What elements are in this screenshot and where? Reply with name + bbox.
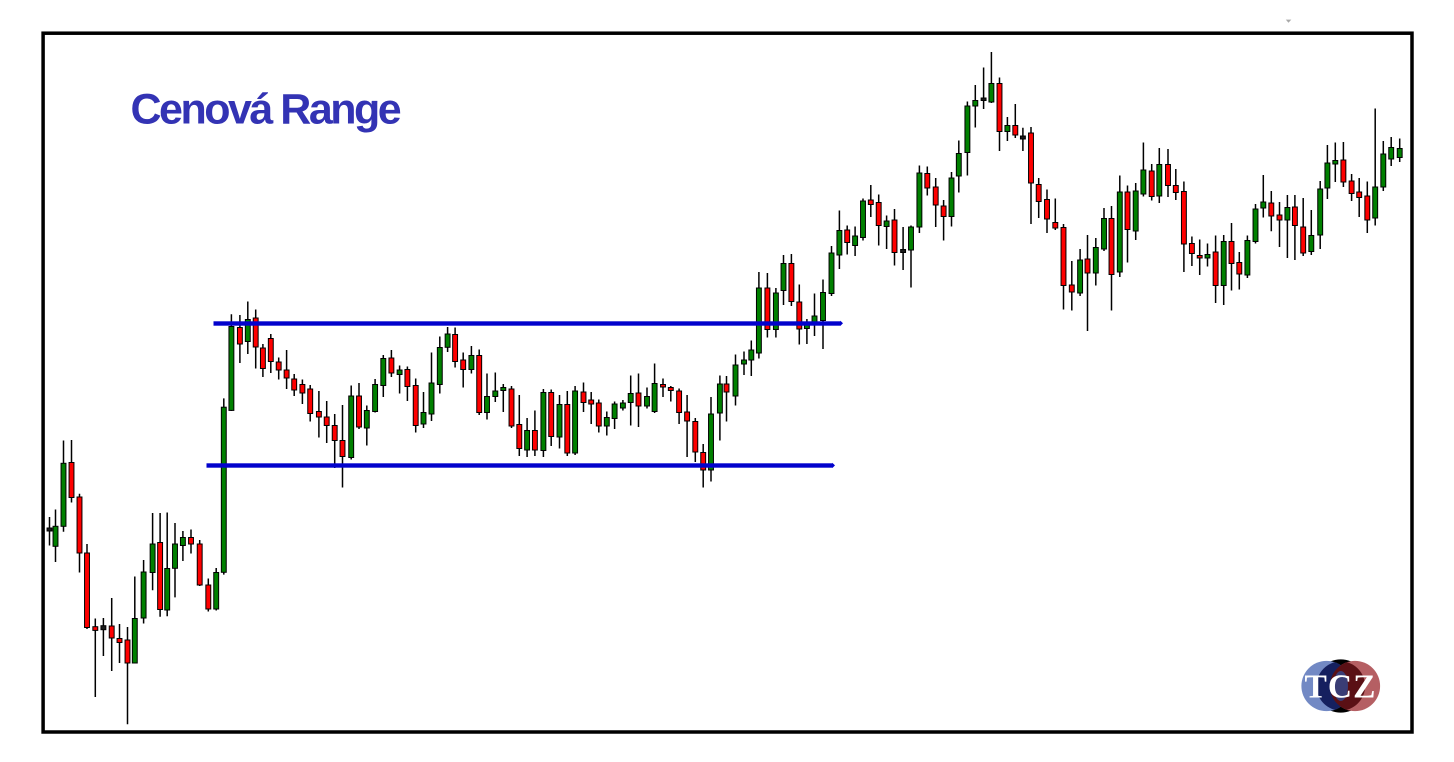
svg-text:Cenová Range: Cenová Range bbox=[131, 85, 401, 133]
svg-text:TCZ: TCZ bbox=[1305, 668, 1377, 705]
